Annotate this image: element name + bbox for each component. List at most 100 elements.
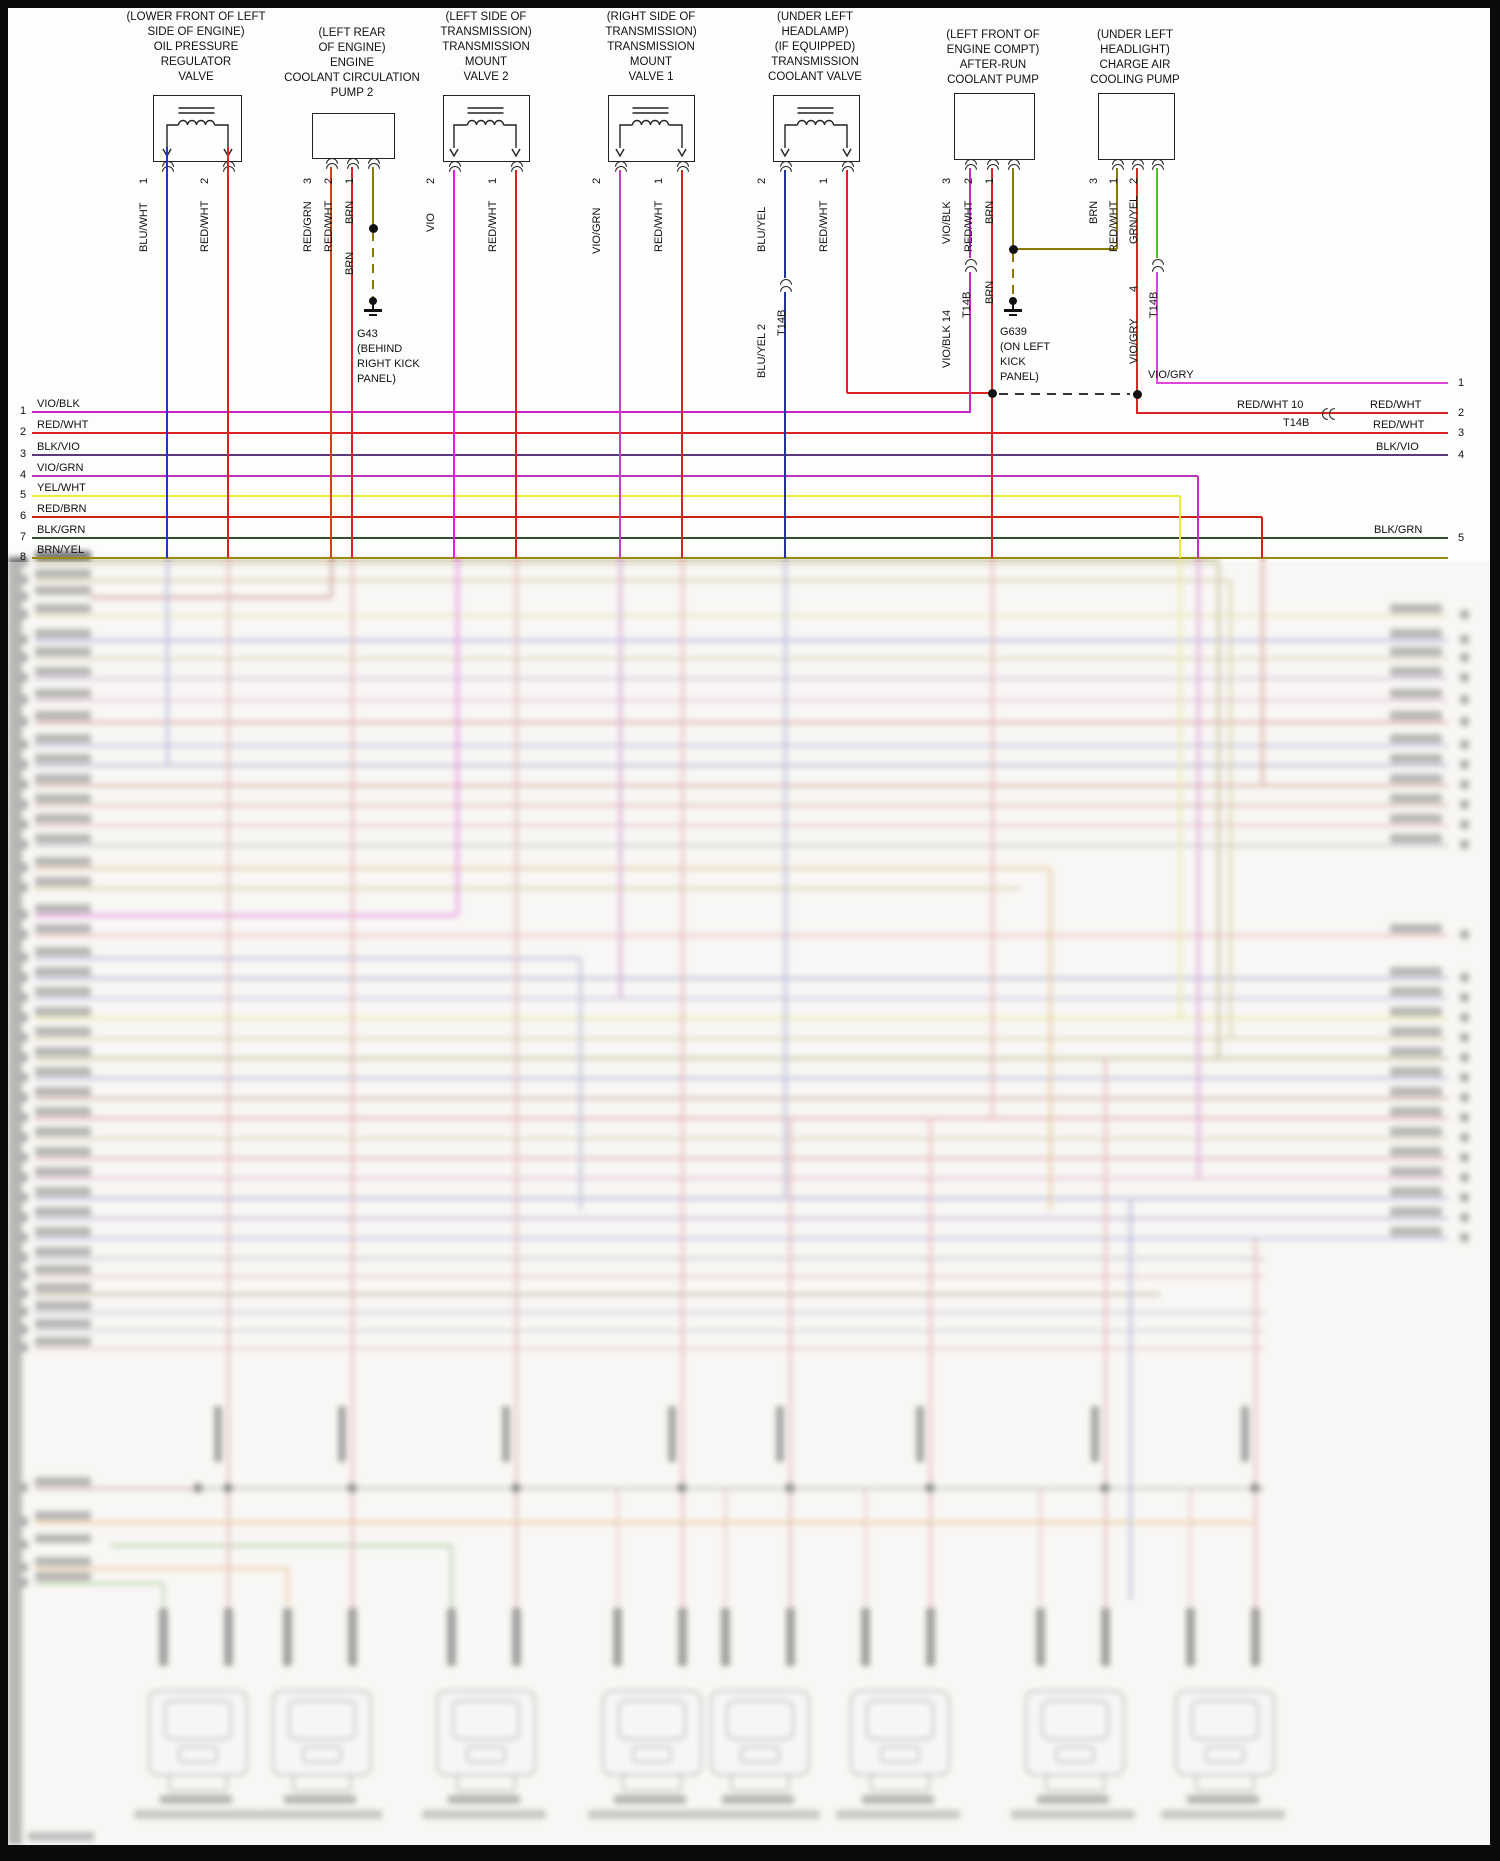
wire-color-label: 2 <box>323 177 335 184</box>
ground-symbol-stem <box>372 304 374 309</box>
junction-dot <box>368 223 378 233</box>
wire-dashed-option <box>999 393 1130 395</box>
junction-dot <box>1132 389 1142 399</box>
wire-color-label: BLU/WHT <box>138 202 150 253</box>
diagram-text: VIO/GRY <box>1148 369 1194 381</box>
wire-color-label: RED/WHT <box>653 200 665 252</box>
wire-color-label: T14B <box>776 309 788 336</box>
component-box-oil-pressure-regulator-valve <box>153 95 242 162</box>
wire-color-label: T14B <box>961 291 973 318</box>
blurred-left-number <box>19 557 28 566</box>
wire-color-label: 2 <box>591 177 603 184</box>
ground-symbol-bar <box>1004 309 1022 312</box>
pin-terminal-arc <box>347 158 359 164</box>
diagram-text: PANEL) <box>357 373 396 385</box>
wire-horizontal <box>32 474 1198 478</box>
pin-terminal-arc <box>326 158 338 164</box>
wire-horizontal <box>32 431 1448 435</box>
component-label-after-run-coolant-pump: (LEFT FRONT OF ENGINE COMPT) AFTER-RUN COOL… <box>946 29 1040 86</box>
inline-connector-icon <box>1152 266 1164 272</box>
wire-dashed-ground <box>371 232 375 298</box>
diagram-text: G43 <box>357 328 378 340</box>
wire-horizontal <box>32 556 1448 560</box>
wire-color-label: 1 <box>984 177 996 184</box>
wire-color-label: 2 <box>199 177 211 184</box>
wire-color-label: 3 <box>941 177 953 184</box>
wire-color-label: GRN/YEL <box>1128 195 1140 244</box>
diagram-text: PANEL) <box>1000 371 1039 383</box>
wire-horizontal <box>32 453 1448 457</box>
wire-horizontal <box>1137 411 1448 415</box>
component-box-after-run-coolant-pump <box>954 93 1035 160</box>
wire-vertical <box>371 167 375 228</box>
pin-terminal-arc <box>1008 164 1020 170</box>
wire-color-label: 1 <box>138 177 150 184</box>
pin-terminal-arc <box>965 164 977 170</box>
inline-connector-icon <box>1329 408 1335 420</box>
diagram-text: 3 <box>1458 427 1465 439</box>
pin-terminal-arc <box>347 163 359 169</box>
pin-terminal-arc <box>1008 159 1020 165</box>
wire-vertical <box>350 167 354 558</box>
wire-horizontal <box>32 536 1448 540</box>
diagram-text: BLK/VIO <box>1376 441 1419 453</box>
pin-terminal-arc <box>780 166 792 172</box>
wire-horizontal <box>32 494 1180 498</box>
diagram-text: 5 <box>20 489 27 501</box>
pin-terminal-arc <box>1112 159 1124 165</box>
pin-terminal-arc <box>1112 164 1124 170</box>
wire-vertical <box>1196 476 1200 558</box>
ground-symbol-bar <box>364 309 382 312</box>
component-box-transmission-coolant-valve <box>773 95 860 162</box>
wire-vertical <box>680 170 684 558</box>
pin-terminal-arc <box>449 166 461 172</box>
ground-symbol-stem <box>1012 304 1014 309</box>
wire-vertical <box>618 170 622 558</box>
pin-terminal-arc <box>1152 164 1164 170</box>
diagram-text: 2 <box>20 426 27 438</box>
diagram-text: G639 <box>1000 326 1027 338</box>
pin-terminal-arc <box>987 164 999 170</box>
wire-color-label: RED/WHT <box>487 200 499 252</box>
wire-color-label: BRN <box>984 200 996 224</box>
pin-terminal-arc <box>511 166 523 172</box>
wire-color-label: 1 <box>344 177 356 184</box>
ground-symbol-dot <box>369 297 377 305</box>
diagram-text: VIO/GRN <box>37 462 84 474</box>
pin-terminal-arc <box>1132 159 1144 165</box>
wire-color-label: 2 <box>1128 177 1140 184</box>
diagram-text: 6 <box>20 510 27 522</box>
component-box-charge-air-cooling-pump <box>1098 93 1175 160</box>
inline-connector-icon <box>780 279 792 285</box>
diagram-text: YEL/WHT <box>37 482 86 494</box>
wire-vertical <box>990 168 994 558</box>
inline-connector-icon <box>1152 259 1164 265</box>
wire-horizontal <box>32 515 1262 519</box>
inline-connector-icon <box>965 266 977 272</box>
wire-color-label: 2 <box>963 177 975 184</box>
pin-terminal-arc <box>615 166 627 172</box>
diagram-text: BLK/VIO <box>37 441 80 453</box>
junction-dot <box>1008 244 1018 254</box>
wire-color-label: BRN <box>984 280 996 304</box>
ground-symbol-bar-small <box>369 314 377 316</box>
wire-vertical <box>1155 272 1159 384</box>
wire-color-label: VIO/GRY <box>1128 318 1140 364</box>
wire-color-label: 3 <box>1088 177 1100 184</box>
wire-vertical <box>1135 168 1139 414</box>
wire-vertical <box>845 170 849 393</box>
wire-color-label: T14B <box>1148 291 1160 318</box>
wire-color-label: 2 <box>425 177 437 184</box>
wire-color-label: VIO/GRN <box>591 207 603 254</box>
pin-terminal-arc <box>1152 159 1164 165</box>
wire-color-label: 3 <box>302 177 314 184</box>
wire-color-label: 4 <box>1128 285 1140 292</box>
wire-color-label: VIO/BLK <box>941 201 953 244</box>
wire-color-label: 1 <box>487 177 499 184</box>
blur-haze-overlay <box>8 562 1490 1846</box>
wire-horizontal <box>32 410 971 414</box>
wire-vertical <box>165 147 169 558</box>
wire-vertical <box>329 167 333 558</box>
